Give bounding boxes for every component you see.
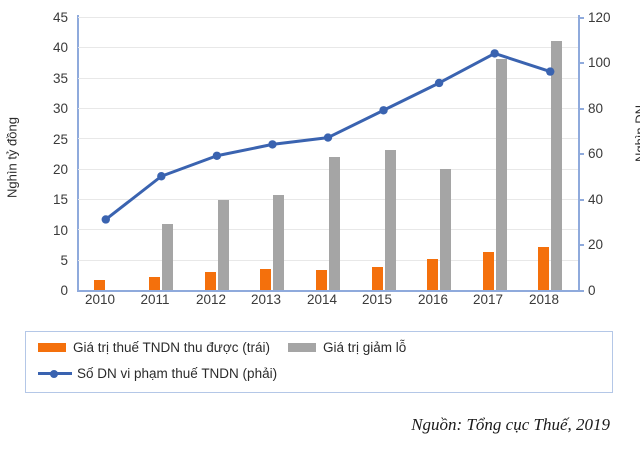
line-point-2012 [212,151,222,160]
plot-area [78,17,578,290]
line-point-2018 [546,67,555,76]
left-axis-title: Nghìn tỷ đồng [4,117,20,198]
bar-loss-reduction-2011 [162,224,174,290]
legend-label-tax-collected: Giá trị thuế TNDN thu được (trái) [73,340,270,355]
x-axis-tick-2013: 2013 [250,292,282,307]
line-point-2016 [434,78,444,88]
bar-tax-collected-2010 [93,279,105,290]
legend-swatch-gray-icon [287,343,316,352]
x-axis-tick-2018: 2018 [528,292,560,307]
bar-loss-reduction-2012 [217,200,229,290]
left-axis-tick: 35 [52,71,68,86]
line-point-2014 [323,133,333,142]
legend-row-2: Số DN vi phạm thuế TNDN (phải) [38,366,295,381]
line-series-layer [101,49,555,224]
right-axis-tick: 120 [588,10,611,25]
left-axis-tick: 15 [52,192,68,207]
bar-tax-collected-2011 [149,277,161,290]
right-axis-tick: 20 [588,237,604,252]
chart-plot-container: Nghìn tỷ đồng Nghìn DN 45 40 35 30 25 20… [4,10,640,307]
legend-item-tax-collected[interactable]: Giá trị thuế TNDN thu được (trái) [38,340,270,355]
right-axis-tick: 40 [588,192,604,207]
legend-swatch-orange-icon [38,343,66,352]
right-axis-title: Nghìn DN [632,104,640,163]
bar-loss-reduction-2017 [495,59,507,290]
line-point-2011 [157,172,166,181]
bar-tax-collected-2017 [482,252,494,290]
legend-line-marker-icon [38,368,72,380]
x-axis-tick-2016: 2016 [417,292,449,307]
source-caption: Nguồn: Tổng cục Thuế, 2019 [411,415,610,434]
bar-tax-collected-2018 [538,246,550,290]
left-axis-tick: 30 [52,101,68,116]
x-axis-tick-2017: 2017 [472,292,504,307]
line-point-2010 [101,215,110,224]
bar-loss-reduction-2018 [551,41,563,290]
line-point-2017 [490,49,499,58]
category-axis-line [77,290,580,292]
legend-row-1: Giá trị thuế TNDN thu được (trái) Giá tr… [38,340,424,355]
left-axis-tick: 40 [52,40,68,55]
left-axis-line [77,15,79,292]
bar-loss-reduction-2014 [329,156,340,290]
chart-legend: Giá trị thuế TNDN thu được (trái) Giá tr… [25,331,613,393]
legend-label-violating-enterprises: Số DN vi phạm thuế TNDN (phải) [77,366,278,381]
bar-tax-collected-2016 [427,259,439,290]
left-axis-tick: 25 [52,132,68,147]
bar-tax-collected-2012 [204,272,216,290]
legend-item-violating-enterprises[interactable]: Số DN vi phạm thuế TNDN (phải) [38,366,277,381]
right-axis-tick: 100 [588,55,611,70]
x-axis-tick-2011: 2011 [140,292,170,307]
left-axis-tick: 45 [52,10,68,25]
legend-label-loss-reduction: Giá trị giảm lỗ [322,340,407,355]
bar-loss-reduction-2013 [273,194,285,290]
left-axis-tick: 0 [60,283,68,298]
line-point-2015 [379,106,388,115]
right-axis-tick: 0 [588,283,596,298]
x-axis-tick-2012: 2012 [195,292,227,307]
left-axis-tick: 10 [52,223,68,238]
bar-loss-reduction-2016 [440,168,452,290]
bar-tax-collected-2015 [371,266,383,290]
x-axis-tick-2015: 2015 [361,292,393,307]
left-axis-tick: 20 [52,162,68,177]
x-axis-tick-2014: 2014 [306,292,338,307]
right-axis-tick: 60 [588,146,604,161]
bar-loss-reduction-2015 [384,150,396,290]
right-axis-line [578,15,580,292]
bar-tax-collected-2013 [260,268,272,290]
x-axis-tick-2010: 2010 [84,292,116,307]
bar-tax-collected-2014 [316,269,327,290]
legend-item-loss-reduction[interactable]: Giá trị giảm lỗ [287,340,407,355]
right-axis-tick: 80 [588,101,604,116]
left-axis-tick: 5 [60,253,68,268]
line-point-2013 [268,140,277,149]
